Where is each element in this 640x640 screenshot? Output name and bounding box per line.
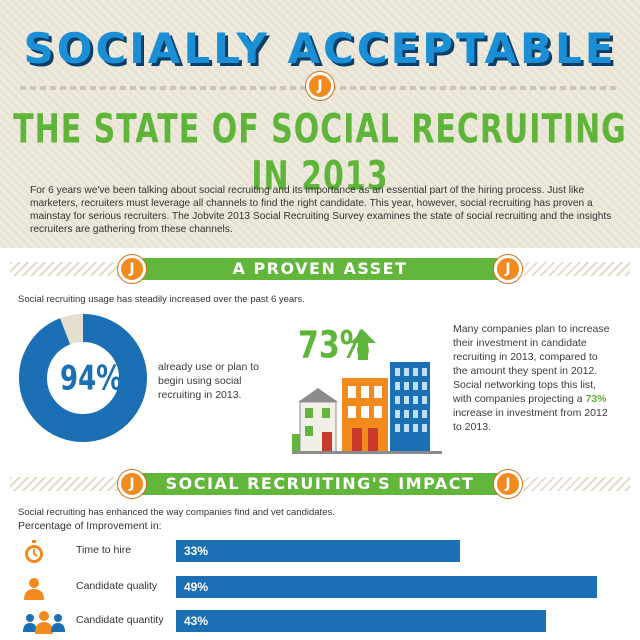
page-title: SOCIALLY ACCEPTABLE <box>23 24 617 73</box>
impact-value: 33% <box>184 544 209 558</box>
stopwatch-icon <box>25 540 43 563</box>
impact-bar: 33% <box>176 540 460 562</box>
jobvite-logo-icon: J <box>118 255 146 283</box>
hero-header <box>0 0 640 248</box>
usage-text: Social recruiting usage has steadily inc… <box>18 294 305 305</box>
impact-bar: 49% <box>176 576 597 598</box>
increase-desc-text: Many companies plan to increase their in… <box>453 323 610 405</box>
increase-description: Many companies plan to increase their in… <box>453 322 613 434</box>
increase-desc-text-end: increase in investment from 2012 to 2013… <box>453 407 608 433</box>
impact-bar: 43% <box>176 610 546 632</box>
person-icon <box>24 578 44 600</box>
impact-row: Candidate quality 49% <box>14 576 634 600</box>
jobvite-logo-icon: J <box>494 255 522 283</box>
intro-paragraph: For 6 years we've been talking about soc… <box>30 185 612 235</box>
impact-row: Candidate quantity 43% <box>14 610 634 634</box>
donut-percentage: 94% <box>60 359 123 399</box>
improvement-metric-label: Percentage of Improvement in: <box>18 520 162 532</box>
impact-label: Candidate quality <box>76 580 158 592</box>
people-group-icon <box>23 611 65 634</box>
page-subtitle: THE STATE OF SOCIAL RECRUITING IN 2013 <box>13 106 627 201</box>
donut-description: already use or plan to begin using socia… <box>158 361 259 401</box>
impact-subtitle: Social recruiting has enhanced the way c… <box>18 507 335 518</box>
increase-percentage: 73% <box>298 323 370 368</box>
section-heading-impact: SOCIAL RECRUITING'S IMPACT <box>130 473 510 495</box>
up-arrow-icon <box>350 330 376 360</box>
city-buildings-icon <box>292 362 442 454</box>
donut-value-arc <box>19 314 147 442</box>
jobvite-logo-icon: J <box>494 470 522 498</box>
donut-hole <box>48 343 118 413</box>
impact-row: Time to hire 33% <box>14 540 634 564</box>
increase-desc-highlight: 73% <box>585 393 607 405</box>
impact-label: Candidate quantity <box>76 614 164 626</box>
impact-value: 43% <box>184 614 209 628</box>
section-heading-proven-asset: A PROVEN ASSET <box>130 258 510 280</box>
jobvite-logo-icon: J <box>118 470 146 498</box>
impact-value: 49% <box>184 580 209 594</box>
impact-label: Time to hire <box>76 544 132 556</box>
jobvite-logo-icon: J <box>306 72 334 100</box>
donut-chart <box>19 314 147 442</box>
